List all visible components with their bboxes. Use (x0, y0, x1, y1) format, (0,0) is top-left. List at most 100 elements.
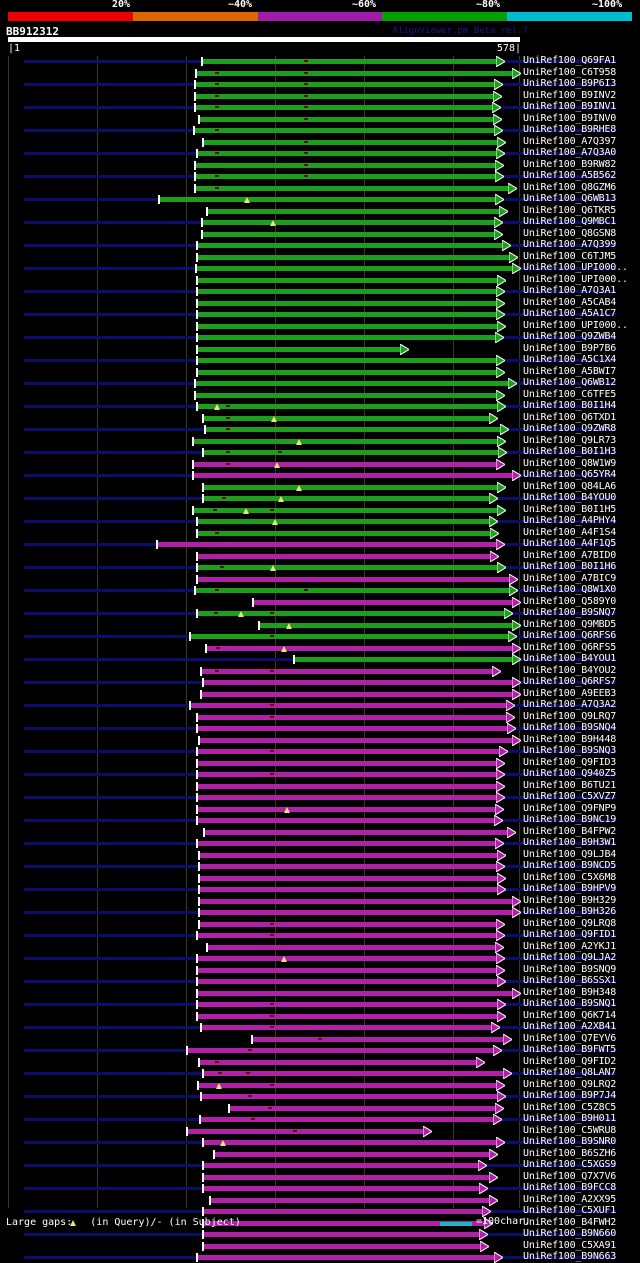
hit-label[interactable]: UniRef100_A5A1C7 (523, 308, 617, 319)
hit-label[interactable]: UniRef100_Q8W1X0 (523, 584, 617, 595)
hit-label[interactable]: UniRef100_UPI000.. (523, 262, 628, 273)
hsp-bar[interactable] (198, 714, 506, 720)
hit-label[interactable]: UniRef100_Q65YR4 (523, 469, 617, 480)
hsp-bar[interactable] (198, 749, 499, 754)
hit-label[interactable]: UniRef100_B9SNR0 (523, 1136, 617, 1147)
hit-label[interactable]: UniRef100_B9FCC8 (523, 1182, 617, 1193)
hsp-bar[interactable] (204, 1220, 484, 1226)
hsp-bar[interactable] (198, 967, 496, 973)
hsp-bar[interactable] (215, 1151, 489, 1157)
hit-label[interactable]: UniRef100_A4F1Q5 (523, 538, 617, 549)
hsp-bar[interactable] (188, 1128, 423, 1134)
hit-label[interactable]: UniRef100_B9SNQ9 (523, 963, 617, 975)
hit-label[interactable]: UniRef100_C5X6M8 (523, 871, 617, 883)
hit-label[interactable]: UniRef100_B9NC19 (523, 814, 617, 825)
hit-label[interactable]: UniRef100_B0I1H6 (523, 561, 617, 572)
hit-label[interactable]: UniRef100_B0I1H4 (523, 400, 617, 411)
hit-label[interactable]: UniRef100_A7Q397 (523, 135, 617, 147)
hit-label[interactable]: UniRef100_A5CAB4 (523, 296, 617, 308)
hsp-bar[interactable] (196, 174, 495, 179)
hsp-bar[interactable] (204, 680, 512, 685)
hit-label[interactable]: UniRef100_B9NCD5 (523, 860, 617, 871)
hsp-bar[interactable] (204, 450, 498, 455)
hsp-bar[interactable] (194, 461, 496, 467)
hsp-bar[interactable] (201, 1117, 493, 1122)
hit-label[interactable]: UniRef100_B9H011 (523, 1113, 617, 1124)
hit-label[interactable]: UniRef100_B9RW82 (523, 158, 617, 170)
hsp-bar[interactable] (198, 818, 494, 823)
hsp-bar[interactable] (204, 415, 489, 421)
hsp-bar[interactable] (198, 358, 496, 363)
hit-label[interactable]: UniRef100_C5Z8C5 (523, 1101, 617, 1113)
hsp-bar[interactable] (198, 760, 496, 766)
hit-label[interactable]: UniRef100_UPI000.. (523, 273, 628, 285)
hsp-bar[interactable] (199, 1082, 496, 1088)
hit-label[interactable]: UniRef100_A7Q399 (523, 239, 617, 250)
hit-label[interactable]: UniRef100_A2XB41 (523, 1021, 617, 1032)
hsp-bar[interactable] (198, 335, 495, 340)
hit-label[interactable]: UniRef100_B9INV1 (523, 101, 617, 112)
hit-label[interactable]: UniRef100_A2YKJ1 (523, 940, 617, 952)
hit-label[interactable]: UniRef100_Q6WB12 (523, 377, 617, 388)
hit-label[interactable]: UniRef100_B4FWH2 (523, 1216, 617, 1228)
hsp-bar[interactable] (260, 622, 512, 628)
hsp-bar[interactable] (197, 266, 512, 271)
hit-label[interactable]: UniRef100_B4YOU1 (523, 653, 617, 664)
hsp-bar[interactable] (198, 783, 496, 789)
hsp-bar[interactable] (196, 162, 495, 168)
hit-label[interactable]: UniRef100_A4F1S4 (523, 526, 617, 538)
hsp-bar[interactable] (198, 726, 507, 731)
hsp-bar[interactable] (204, 1163, 478, 1168)
hsp-bar[interactable] (194, 438, 497, 444)
hit-label[interactable]: UniRef100_Q6RFS6 (523, 630, 617, 641)
hsp-bar[interactable] (202, 1025, 491, 1030)
hsp-bar[interactable] (200, 864, 496, 869)
hsp-bar[interactable] (206, 427, 500, 432)
hsp-bar[interactable] (198, 553, 490, 559)
hsp-bar[interactable] (198, 990, 512, 996)
hsp-bar[interactable] (160, 197, 495, 202)
hsp-bar[interactable] (208, 208, 499, 214)
hit-label[interactable]: UniRef100_B6SSX1 (523, 975, 617, 986)
hsp-bar[interactable] (202, 1094, 497, 1099)
hsp-bar[interactable] (198, 1255, 494, 1260)
hsp-bar[interactable] (200, 898, 512, 904)
hsp-bar[interactable] (198, 254, 509, 260)
hit-label[interactable]: UniRef100_B9FWT5 (523, 1044, 617, 1055)
hsp-bar[interactable] (204, 1243, 480, 1249)
hit-label[interactable]: UniRef100_Q9FID2 (523, 1055, 617, 1067)
hsp-bar[interactable] (196, 93, 493, 99)
hit-label[interactable]: UniRef100_Q6RFS5 (523, 641, 617, 653)
hsp-bar[interactable] (198, 806, 495, 812)
hit-label[interactable]: UniRef100_Q69FA1 (523, 55, 617, 66)
hit-label[interactable]: UniRef100_Q7X7V6 (523, 1170, 617, 1182)
hit-label[interactable]: UniRef100_B6TU21 (523, 779, 617, 791)
hit-label[interactable]: UniRef100_C5WRU8 (523, 1124, 617, 1136)
hit-label[interactable]: UniRef100_A2XX95 (523, 1193, 617, 1205)
hit-label[interactable]: UniRef100_B9SNQ7 (523, 607, 617, 618)
hit-label[interactable]: UniRef100_A9EEB3 (523, 687, 617, 699)
hit-label[interactable]: UniRef100_C5XA91 (523, 1239, 617, 1251)
hit-label[interactable]: UniRef100_A5B562 (523, 170, 617, 181)
hit-label[interactable]: UniRef100_B0I1H5 (523, 503, 617, 515)
hit-label[interactable]: UniRef100_Q9LJB4 (523, 848, 617, 860)
hit-label[interactable]: UniRef100_Q9ZWR8 (523, 423, 617, 434)
hsp-bar[interactable] (200, 921, 496, 927)
hit-label[interactable]: UniRef100_Q6WB13 (523, 193, 617, 204)
hsp-bar[interactable] (208, 944, 495, 950)
hit-label[interactable]: UniRef100_B9SNQ1 (523, 998, 617, 1009)
hsp-bar[interactable] (198, 611, 504, 616)
hsp-bar[interactable] (196, 392, 496, 398)
hit-label[interactable]: UniRef100_B4YOU0 (523, 492, 617, 503)
hsp-bar[interactable] (198, 346, 400, 352)
hit-label[interactable]: UniRef100_B4YOU2 (523, 664, 617, 676)
hit-label[interactable]: UniRef100_B9N660 (523, 1228, 617, 1239)
hsp-bar[interactable] (203, 59, 496, 64)
hit-label[interactable]: UniRef100_C5XVZ7 (523, 791, 617, 802)
hit-label[interactable]: UniRef100_Q6TKR5 (523, 204, 617, 216)
hit-label[interactable]: UniRef100_B9RHE8 (523, 124, 617, 135)
hit-label[interactable]: UniRef100_A5C1X4 (523, 354, 617, 365)
hsp-bar[interactable] (203, 231, 494, 237)
hsp-bar[interactable] (196, 588, 509, 593)
hit-label[interactable]: UniRef100_Q9ZWB4 (523, 331, 617, 342)
